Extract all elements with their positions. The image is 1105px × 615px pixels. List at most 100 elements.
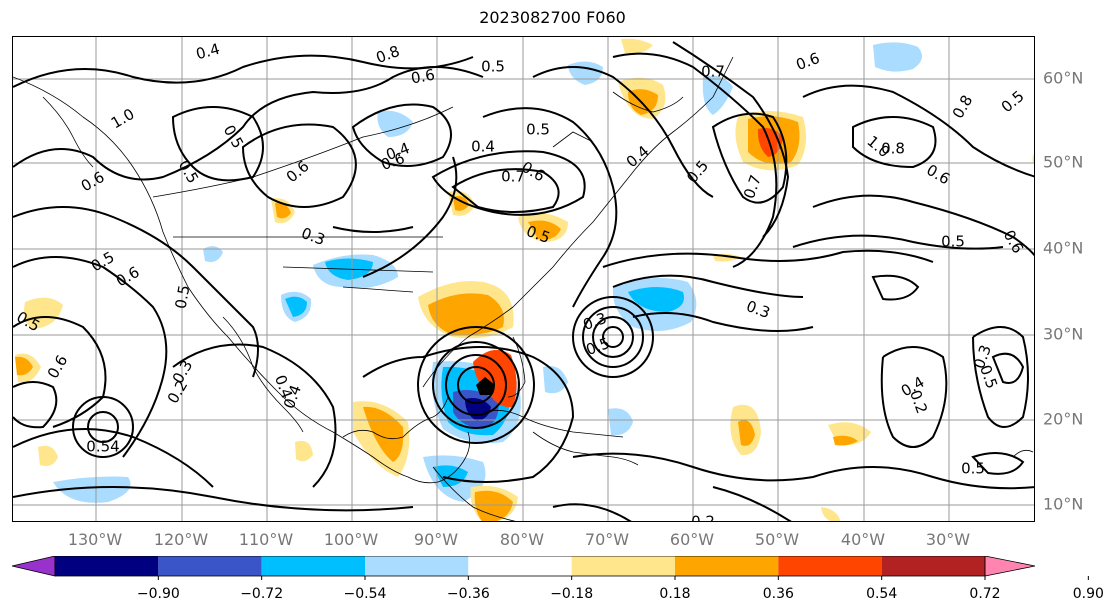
contour-label: 0.8 — [881, 140, 905, 158]
negative-area — [433, 465, 468, 487]
longitude-label: 110°W — [238, 530, 294, 549]
positive-core — [15, 356, 33, 376]
contour-label: 0.4 — [623, 142, 653, 171]
shaded-fields — [15, 38, 1034, 521]
contour-label: 0.2 — [906, 388, 931, 417]
colorbar-extend-high — [984, 556, 1036, 577]
latitude-label: 40°N — [1043, 238, 1084, 258]
contour-label: 0.3 — [299, 224, 328, 249]
colorbar-segment — [881, 556, 985, 576]
longitude-label: 80°W — [499, 530, 545, 549]
storm-center-marker — [476, 377, 495, 395]
negative-area — [53, 476, 131, 503]
longitude-label: 130°W — [67, 530, 123, 549]
positive-area — [621, 38, 653, 54]
negative-area — [628, 287, 684, 312]
contour-label: 0.7 — [701, 63, 725, 81]
contour-label: 0.6 — [410, 66, 437, 88]
colorbar-outline — [54, 556, 986, 577]
contour-label: 0.8 — [374, 42, 403, 67]
colorbar-tick-label: −0.36 — [446, 586, 490, 602]
contour-label: 1.0 — [108, 105, 138, 133]
contour-label: 0.7 — [501, 168, 525, 186]
colorbar-segment — [55, 556, 159, 576]
colorbar-tick-label: 0.72 — [969, 586, 1001, 602]
colorbar-segment — [778, 556, 882, 576]
map-title: 2023082700 F060 — [479, 8, 626, 27]
negative-area — [285, 296, 307, 317]
longitude-label: 90°W — [413, 530, 459, 549]
colorbar-segment — [158, 556, 262, 576]
positive-core — [738, 420, 755, 446]
negative-area — [568, 61, 603, 85]
positive-area — [24, 297, 63, 329]
negative-area — [608, 408, 633, 436]
colorbar-segment — [571, 556, 675, 576]
contour-label: 0.5 — [172, 284, 194, 311]
contour-label: 0.5 — [88, 248, 118, 276]
colorbar-segment — [261, 556, 365, 576]
colorbar-segment — [675, 556, 779, 576]
contour-label: 0.5 — [683, 157, 712, 187]
contour-label: 0.6 — [44, 352, 72, 382]
positive-area — [821, 507, 841, 521]
contours — [13, 41, 1034, 521]
colorbar-tick-label: −0.72 — [240, 586, 284, 602]
contour-label: 0.5 — [526, 121, 550, 139]
contour-label: 0.5 — [998, 87, 1028, 116]
latitude-label: 20°N — [1043, 409, 1084, 429]
positive-core — [474, 490, 513, 521]
map-canvas: 0.4 0.80.6 0.5 0.7 0.60.50.81.00.50.6 0.5 0.60… — [13, 37, 1034, 523]
contour-label: 0.8 — [949, 92, 977, 122]
contour-label: 0.6 — [78, 168, 108, 196]
contour-label: 0.7 — [740, 173, 765, 202]
colorbar-tick-label: −0.18 — [550, 586, 594, 602]
longitude-label: 60°W — [669, 530, 715, 549]
negative-area — [203, 246, 223, 262]
colorbar-extend-low — [11, 556, 56, 577]
contour-label: 0.54 — [86, 438, 119, 456]
longitude-label: 120°W — [153, 530, 209, 549]
graticule — [13, 37, 1034, 521]
latitude-label: 10°N — [1043, 494, 1084, 514]
contour-label: 0.5 — [941, 233, 965, 251]
longitude-label: 70°W — [584, 530, 630, 549]
positive-area — [295, 440, 313, 462]
colorbar-tick-label: 0.36 — [762, 586, 794, 602]
positive-area — [38, 445, 58, 466]
positive-core — [833, 435, 858, 446]
positive-core — [428, 293, 504, 336]
longitude-label: 30°W — [925, 530, 971, 549]
colorbar-tick-label: −0.54 — [343, 586, 387, 602]
negative-area — [702, 75, 733, 115]
longitude-label: 50°W — [754, 530, 800, 549]
colorbar-tick-label: 0.90 — [1072, 586, 1104, 602]
contour-label: 0.6 — [283, 157, 313, 186]
contour-label: 0.2 — [691, 513, 715, 523]
latitude-label: 50°N — [1043, 152, 1084, 172]
longitude-label: 40°W — [840, 530, 886, 549]
contour-label: 0.5 — [961, 460, 985, 478]
contour-label: 0.6 — [113, 263, 143, 291]
colorbar-tick-label: 0.18 — [659, 586, 691, 602]
negative-area — [377, 110, 413, 137]
positive-core — [363, 406, 404, 462]
negative-area — [543, 366, 568, 394]
contour-label: 0.3 — [744, 297, 773, 322]
contour-label: 0.6 — [1000, 227, 1028, 257]
contour-label: 0.5 — [481, 58, 505, 76]
colorbar — [11, 556, 1089, 580]
colorbar-segment — [468, 556, 572, 576]
contour-label: 0.4 — [194, 40, 222, 64]
latitude-label: 60°N — [1043, 68, 1084, 88]
positive-core — [275, 202, 291, 219]
positive-core — [528, 220, 561, 240]
colorbar-tick-label: 0.54 — [866, 586, 898, 602]
contour-label: 0.6 — [794, 49, 823, 74]
colorbar-tick-label: −0.90 — [136, 586, 180, 602]
map-panel: 0.4 0.8 0.6 0.5 0.7 0.6 0.5 0.8 1.0 0.5 0.6 0.5 0.6 0… — [12, 36, 1035, 522]
latitude-label: 30°N — [1043, 324, 1084, 344]
contour-label: 0.4 — [471, 138, 495, 156]
colorbar-segment — [365, 556, 469, 576]
negative-area — [873, 42, 922, 72]
